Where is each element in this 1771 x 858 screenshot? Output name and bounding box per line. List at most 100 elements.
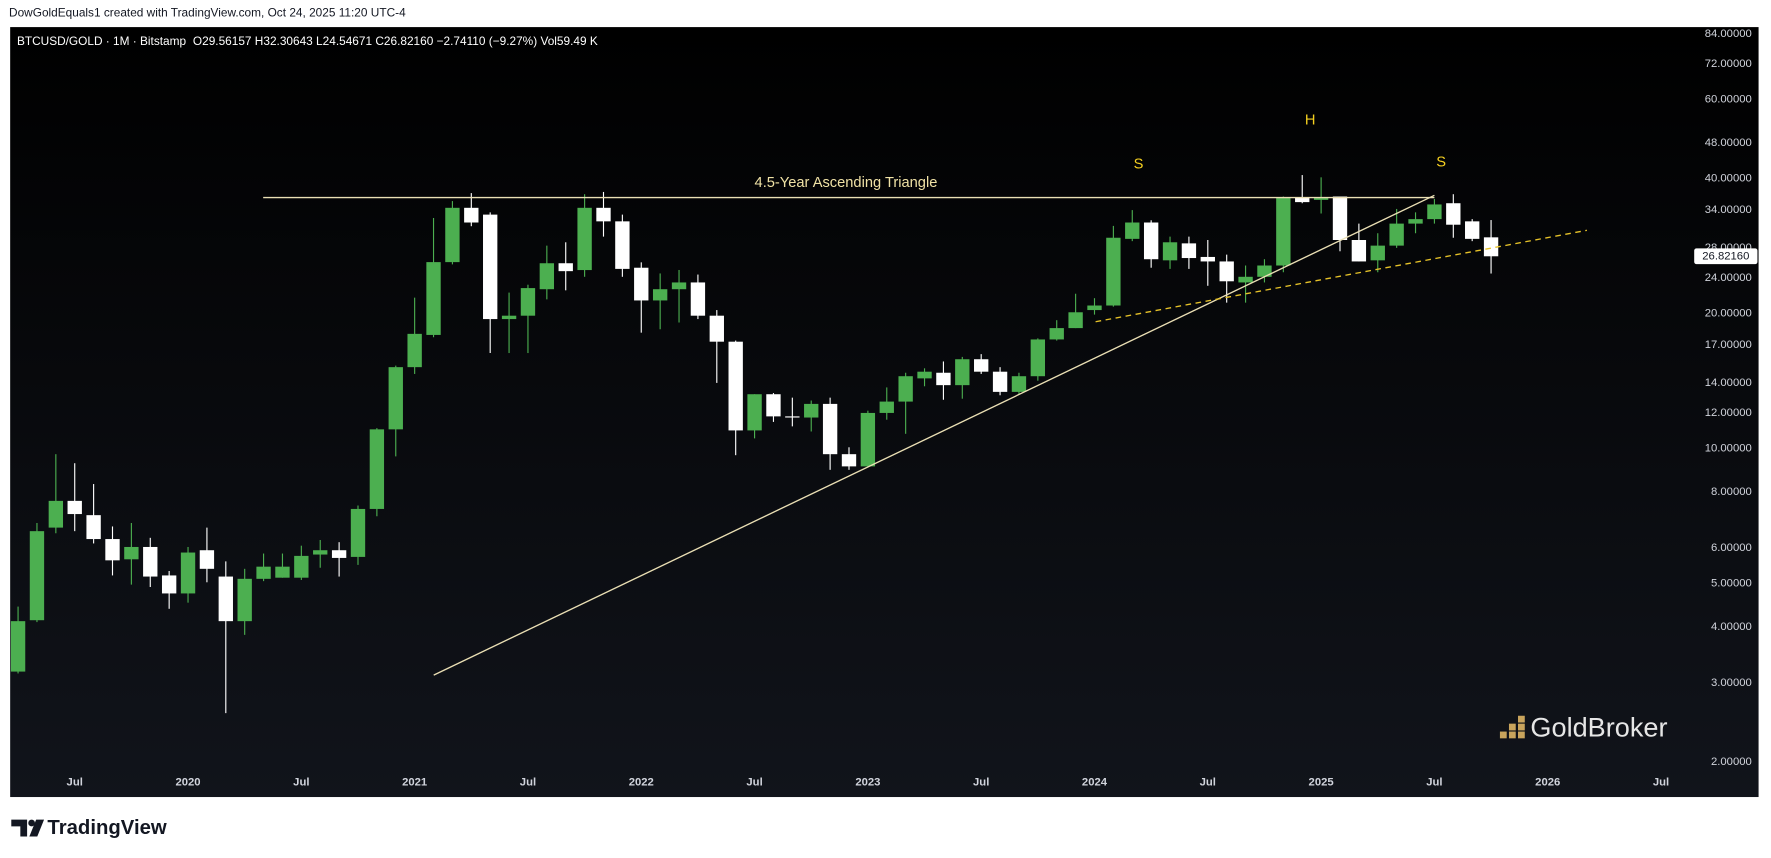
y-tick-label: 60.00000: [1705, 93, 1752, 105]
drawings: 4.5-Year Ascending Triangle S H S: [263, 113, 1588, 676]
candle-body: [1068, 312, 1083, 329]
watermark-text: GoldBroker: [1530, 711, 1667, 742]
x-tick-label: 2020: [175, 776, 200, 788]
candle-body: [464, 207, 479, 223]
candle-body: [501, 315, 517, 320]
candle-body: [199, 550, 215, 569]
candle-body: [388, 367, 403, 430]
candle-body: [1049, 328, 1064, 340]
candle-body: [218, 576, 233, 622]
candle-body: [520, 288, 536, 316]
candle-body: [1313, 197, 1329, 200]
shoulder-label: S: [1134, 157, 1144, 173]
x-tick-label: Jul: [973, 776, 989, 788]
candle-body: [822, 403, 838, 455]
candle-body: [804, 403, 819, 418]
candle-body: [313, 550, 328, 555]
candle-body: [615, 221, 630, 269]
candle-body: [1446, 203, 1461, 225]
x-tick-label: Jul: [746, 776, 762, 788]
y-tick-label: 4.00000: [1711, 621, 1752, 633]
candle-body: [1465, 221, 1480, 239]
x-tick-label: Jul: [1200, 776, 1216, 788]
candle-body: [48, 500, 64, 528]
candle-body: [936, 372, 951, 386]
candle-body: [1276, 197, 1291, 266]
candle-body: [1181, 243, 1197, 259]
y-tick-label: 24.00000: [1705, 272, 1752, 284]
candle-body: [974, 359, 989, 372]
y-tick-label: 3.00000: [1711, 677, 1752, 689]
shoulder-label: S: [1436, 154, 1446, 170]
symbol: BTCUSD/GOLD · 1M · Bitstamp: [17, 34, 187, 48]
candle-body: [1389, 223, 1404, 246]
y-tick-label: 72.00000: [1705, 58, 1752, 70]
candle-body: [1106, 237, 1121, 306]
candle-body: [67, 500, 82, 515]
y-tick-label: 12.00000: [1705, 407, 1752, 419]
head-label: H: [1305, 113, 1316, 129]
candle-body: [596, 207, 611, 222]
candle-body: [331, 550, 347, 558]
candle-body: [1295, 197, 1310, 203]
candle-body: [86, 515, 101, 540]
y-tick-label: 40.00000: [1705, 172, 1752, 184]
chart-header: BTCUSD/GOLD · 1M · Bitstamp O29.56157 H32…: [17, 34, 598, 48]
logo-bar: [1518, 731, 1525, 739]
triangle-label: 4.5-Year Ascending Triangle: [755, 175, 938, 191]
x-tick-label: 2021: [402, 776, 427, 788]
candle-body: [577, 207, 592, 271]
y-tick-label: 14.00000: [1705, 377, 1752, 389]
brand-icon: [29, 819, 45, 837]
candle-body: [1370, 245, 1385, 261]
candle-body: [690, 282, 706, 316]
candle-body: [747, 394, 762, 431]
x-tick-label: 2022: [629, 776, 654, 788]
candle-body: [1200, 256, 1215, 262]
price-tag: [1694, 248, 1758, 265]
attribution: DowGoldEquals1 created with TradingView.…: [9, 6, 406, 20]
candle-body: [1219, 261, 1234, 282]
candle-body: [124, 546, 139, 560]
x-tick-label: Jul: [293, 776, 309, 788]
candle-body: [294, 555, 309, 578]
logo-bar: [1518, 723, 1525, 731]
candle-body: [955, 359, 970, 386]
watermark: GoldBroker: [1499, 711, 1667, 742]
y-tick-label: 48.00000: [1705, 137, 1752, 149]
neckline: [1095, 229, 1588, 323]
candle-body: [709, 315, 724, 342]
logo-bar: [1518, 715, 1525, 723]
candle-body: [1125, 222, 1140, 239]
x-tick-label: Jul: [1426, 776, 1442, 788]
logo-bar: [1499, 731, 1507, 739]
candle-body: [860, 412, 876, 467]
candle-body: [1162, 242, 1178, 261]
y-tick-label: 17.00000: [1705, 339, 1752, 351]
candle-body: [1351, 239, 1367, 262]
candle-body: [539, 263, 555, 290]
candle-body: [671, 282, 687, 290]
candle-body: [1238, 276, 1253, 283]
logo-bar: [1508, 731, 1516, 739]
x-tick-label: 2023: [855, 776, 880, 788]
y-tick-label: 34.00000: [1705, 204, 1752, 216]
y-tick-label: 84.00000: [1705, 28, 1752, 40]
candle-body: [350, 508, 366, 557]
logo-bar: [1508, 723, 1516, 731]
candle-body: [766, 394, 781, 417]
candle-body: [1332, 196, 1348, 240]
footer-brand: TradingView: [11, 817, 167, 839]
y-tick-label: 2.00000: [1711, 756, 1752, 768]
candle-body: [426, 262, 441, 335]
candle-body: [407, 333, 422, 368]
candle-body: [558, 263, 573, 272]
candle-body: [1483, 237, 1499, 257]
x-tick-label: 2025: [1309, 776, 1334, 788]
candle-body: [785, 416, 800, 418]
trend-line: [433, 194, 1435, 676]
candle-body: [1408, 219, 1423, 224]
candle-body: [917, 371, 932, 379]
